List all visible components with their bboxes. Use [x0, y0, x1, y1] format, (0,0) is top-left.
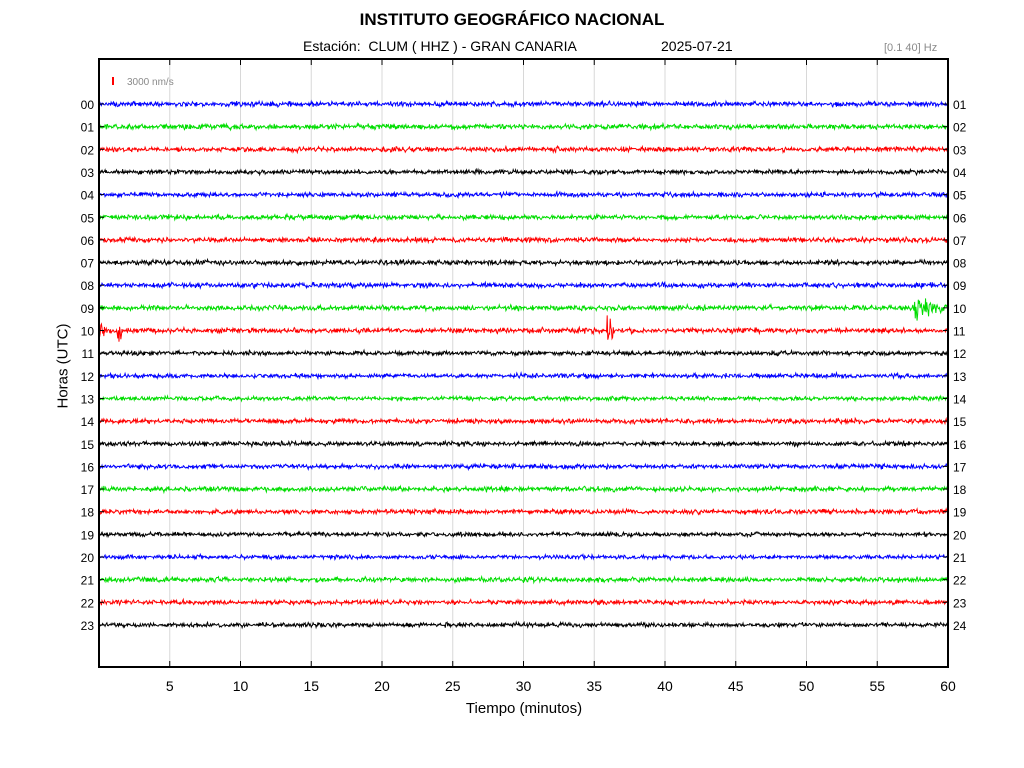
trace-hour-16 — [98, 462, 949, 472]
x-tick-label-55: 55 — [869, 678, 885, 694]
trace-hour-03 — [98, 167, 949, 177]
y-tick-label-right-16: 16 — [953, 438, 967, 452]
y-tick-label-left-11: 11 — [82, 347, 95, 361]
y-tick-label-right-02: 02 — [953, 121, 967, 135]
y-tick-label-right-13: 13 — [953, 370, 967, 384]
y-tick-label-left-17: 17 — [81, 483, 95, 497]
scale-label: 3000 nm/s — [127, 77, 174, 88]
trace-hour-19 — [98, 530, 949, 539]
y-tick-label-right-20: 20 — [953, 528, 967, 542]
chart-title: INSTITUTO GEOGRÁFICO NACIONAL — [359, 10, 665, 29]
y-tick-label-left-20: 20 — [81, 551, 95, 565]
y-tick-label-right-07: 07 — [953, 234, 967, 248]
amplitude-scale: 3000 nm/s — [112, 77, 174, 88]
y-tick-label-left-16: 16 — [81, 460, 95, 474]
y-tick-label-right-12: 12 — [953, 347, 967, 361]
y-tick-label-left-07: 07 — [81, 257, 95, 271]
date-label: 2025-07-21 — [661, 38, 733, 54]
seismic-traces — [98, 99, 949, 630]
trace-hour-08 — [98, 280, 949, 290]
trace-hour-11 — [98, 348, 949, 358]
grid-lines — [169, 59, 878, 667]
trace-hour-20 — [98, 552, 949, 562]
x-tick-label-20: 20 — [374, 678, 390, 694]
y-tick-label-right-21: 21 — [953, 551, 967, 565]
trace-hour-14 — [98, 416, 949, 426]
y-tick-label-right-08: 08 — [953, 257, 967, 271]
trace-hour-12 — [98, 370, 949, 381]
x-tick-label-35: 35 — [586, 678, 602, 694]
y-tick-label-left-18: 18 — [81, 506, 95, 520]
trace-hour-06 — [98, 235, 949, 245]
y-tick-label-left-22: 22 — [81, 596, 95, 610]
y-tick-label-right-22: 22 — [953, 574, 967, 588]
x-tick-label-50: 50 — [799, 678, 815, 694]
trace-hour-01 — [98, 121, 949, 132]
y-tick-label-left-23: 23 — [81, 619, 95, 633]
y-tick-label-left-19: 19 — [81, 528, 95, 542]
trace-hour-22 — [98, 597, 949, 607]
y-tick-label-right-06: 06 — [953, 211, 967, 225]
y-tick-label-right-09: 09 — [953, 279, 967, 293]
y-tick-label-right-19: 19 — [953, 506, 967, 520]
trace-hour-04 — [98, 190, 949, 199]
x-axis-label: Tiempo (minutos) — [465, 700, 583, 717]
y-tick-label-left-15: 15 — [81, 438, 95, 452]
y-tick-label-right-18: 18 — [953, 483, 967, 497]
trace-hour-05 — [98, 212, 949, 222]
y-tick-label-left-05: 05 — [81, 211, 95, 225]
trace-hour-23 — [98, 620, 949, 630]
y-tick-label-left-01: 01 — [81, 121, 95, 135]
y-tick-label-left-08: 08 — [81, 279, 95, 293]
y-tick-label-left-09: 09 — [81, 302, 95, 316]
y-tick-label-left-04: 04 — [81, 189, 95, 203]
y-tick-label-left-12: 12 — [81, 370, 95, 384]
y-tick-label-right-23: 23 — [953, 596, 967, 610]
y-tick-label-left-03: 03 — [81, 166, 95, 180]
x-tick-label-10: 10 — [233, 678, 249, 694]
y-tick-label-right-11: 11 — [953, 325, 966, 339]
x-tick-label-5: 5 — [166, 678, 174, 694]
y-tick-label-left-06: 06 — [81, 234, 95, 248]
y-tick-label-left-13: 13 — [81, 392, 95, 406]
y-tick-label-left-10: 10 — [81, 325, 95, 339]
y-tick-label-left-02: 02 — [81, 143, 95, 157]
y-tick-label-right-14: 14 — [953, 392, 967, 406]
trace-hour-21 — [98, 574, 949, 585]
filter-band-label: [0.1 40] Hz — [884, 42, 938, 54]
y-tick-label-right-15: 15 — [953, 415, 967, 429]
scale-bar — [112, 77, 114, 85]
y-tick-label-right-05: 05 — [953, 189, 967, 203]
x-tick-label-45: 45 — [728, 678, 744, 694]
y-axis-label: Horas (UTC) — [54, 323, 72, 409]
trace-hour-18 — [98, 507, 949, 516]
trace-hour-09 — [98, 298, 949, 321]
y-tick-label-right-17: 17 — [953, 460, 967, 474]
trace-hour-07 — [98, 257, 949, 268]
trace-hour-02 — [98, 144, 949, 155]
y-tick-label-left-00: 00 — [81, 98, 95, 112]
y-tick-label-right-04: 04 — [953, 166, 967, 180]
trace-hour-00 — [98, 99, 949, 109]
trace-hour-15 — [98, 439, 949, 449]
x-tick-label-60: 60 — [940, 678, 956, 694]
y-tick-label-right-24: 24 — [953, 619, 967, 633]
trace-hour-13 — [98, 394, 949, 403]
trace-hour-10 — [98, 315, 949, 342]
axis-labels: 5 10 15 20 25 30 35 40 45 50 55 60 00 01 02 03 04 05 06 07 0… — [81, 98, 967, 694]
x-tick-label-40: 40 — [657, 678, 673, 694]
y-tick-label-right-10: 10 — [953, 302, 967, 316]
y-tick-label-right-03: 03 — [953, 143, 967, 157]
axis-ticks — [99, 59, 949, 667]
x-tick-label-30: 30 — [516, 678, 532, 694]
station-label: Estación: CLUM ( HHZ ) - GRAN CANARIA — [303, 38, 577, 54]
y-tick-label-left-14: 14 — [81, 415, 95, 429]
x-tick-label-25: 25 — [445, 678, 461, 694]
y-tick-label-left-21: 21 — [81, 574, 95, 588]
y-tick-label-right-01: 01 — [953, 98, 967, 112]
x-tick-label-15: 15 — [303, 678, 319, 694]
trace-hour-17 — [98, 484, 949, 495]
